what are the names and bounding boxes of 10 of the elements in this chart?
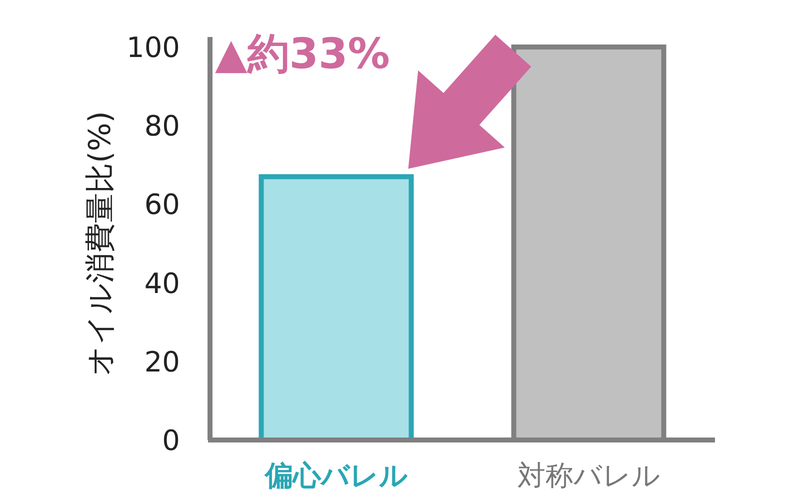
x-tick-label: 対称バレル (517, 459, 660, 492)
y-tick-label: 60 (144, 188, 180, 222)
y-tick-label: 80 (144, 110, 180, 143)
y-tick-label: 0 (162, 424, 180, 457)
y-tick-label: 20 (144, 345, 180, 378)
annotation: ▲約33% (215, 29, 390, 78)
y-tick-label: 40 (144, 266, 180, 300)
x-tick-label: 偏心バレル (264, 459, 408, 492)
y-axis-title: オイル消費量比(%) (83, 111, 118, 376)
y-tick-label: 100 (126, 31, 180, 64)
